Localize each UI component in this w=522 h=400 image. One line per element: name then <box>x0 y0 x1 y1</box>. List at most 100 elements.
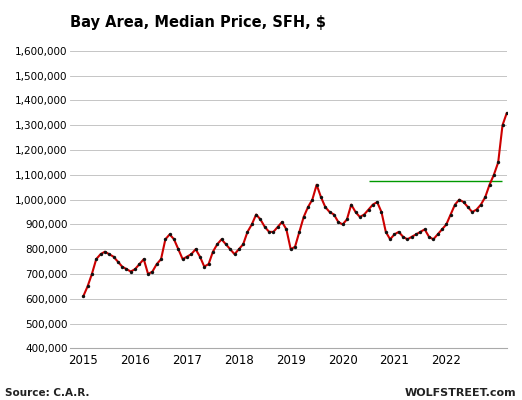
Point <box>386 236 394 242</box>
Point <box>97 251 105 257</box>
Point <box>464 204 472 210</box>
Point <box>265 229 274 235</box>
Point <box>157 256 165 262</box>
Point <box>101 248 109 255</box>
Point <box>247 221 256 228</box>
Point <box>196 254 204 260</box>
Point <box>360 211 369 218</box>
Point <box>114 258 122 265</box>
Point <box>79 293 87 300</box>
Point <box>477 201 485 208</box>
Point <box>313 182 321 188</box>
Point <box>321 204 329 210</box>
Point <box>451 201 459 208</box>
Point <box>485 182 494 188</box>
Point <box>355 214 364 220</box>
Point <box>174 246 183 252</box>
Point <box>200 263 208 270</box>
Point <box>144 271 152 277</box>
Point <box>369 201 377 208</box>
Point <box>252 211 260 218</box>
Point <box>148 268 157 275</box>
Point <box>109 254 117 260</box>
Point <box>170 236 178 242</box>
Point <box>421 226 429 232</box>
Point <box>438 226 446 232</box>
Point <box>481 194 490 200</box>
Point <box>269 229 278 235</box>
Text: Source: C.A.R.: Source: C.A.R. <box>5 388 90 398</box>
Point <box>205 261 213 267</box>
Point <box>459 199 468 205</box>
Point <box>338 221 347 228</box>
Point <box>179 256 187 262</box>
Point <box>455 196 464 203</box>
Point <box>260 224 269 230</box>
Point <box>343 216 351 223</box>
Point <box>390 231 399 238</box>
Point <box>230 251 239 257</box>
Point <box>295 229 303 235</box>
Point <box>347 201 355 208</box>
Point <box>408 234 416 240</box>
Point <box>304 204 312 210</box>
Point <box>84 283 92 290</box>
Point <box>507 112 515 118</box>
Point <box>442 221 450 228</box>
Point <box>287 246 295 252</box>
Point <box>282 226 291 232</box>
Point <box>187 251 195 257</box>
Point <box>122 266 130 272</box>
Point <box>403 236 411 242</box>
Point <box>446 211 455 218</box>
Point <box>88 271 96 277</box>
Point <box>308 196 316 203</box>
Point <box>300 214 308 220</box>
Point <box>226 246 234 252</box>
Point <box>503 110 511 116</box>
Point <box>373 199 382 205</box>
Point <box>235 246 243 252</box>
Point <box>330 211 338 218</box>
Point <box>351 209 360 215</box>
Point <box>382 229 390 235</box>
Point <box>520 132 522 138</box>
Point <box>222 241 230 248</box>
Point <box>499 122 507 128</box>
Point <box>377 209 386 215</box>
Point <box>161 236 170 242</box>
Point <box>192 246 200 252</box>
Point <box>325 209 334 215</box>
Point <box>472 206 481 213</box>
Point <box>217 236 226 242</box>
Point <box>209 248 217 255</box>
Point <box>334 219 342 225</box>
Point <box>516 147 522 153</box>
Point <box>317 194 325 200</box>
Text: Bay Area, Median Price, SFH, $: Bay Area, Median Price, SFH, $ <box>70 15 326 30</box>
Point <box>152 261 161 267</box>
Point <box>92 256 100 262</box>
Point <box>213 241 221 248</box>
Point <box>105 251 113 257</box>
Point <box>118 263 126 270</box>
Point <box>291 244 299 250</box>
Point <box>135 261 144 267</box>
Point <box>256 216 265 223</box>
Point <box>511 127 519 133</box>
Point <box>364 206 373 213</box>
Point <box>165 231 174 238</box>
Point <box>127 268 135 275</box>
Point <box>183 254 191 260</box>
Text: WOLFSTREET.com: WOLFSTREET.com <box>405 388 517 398</box>
Point <box>239 241 247 248</box>
Point <box>278 219 286 225</box>
Point <box>412 231 420 238</box>
Point <box>131 266 139 272</box>
Point <box>494 159 502 166</box>
Point <box>416 229 424 235</box>
Point <box>395 229 403 235</box>
Point <box>429 236 437 242</box>
Point <box>468 209 477 215</box>
Point <box>139 256 148 262</box>
